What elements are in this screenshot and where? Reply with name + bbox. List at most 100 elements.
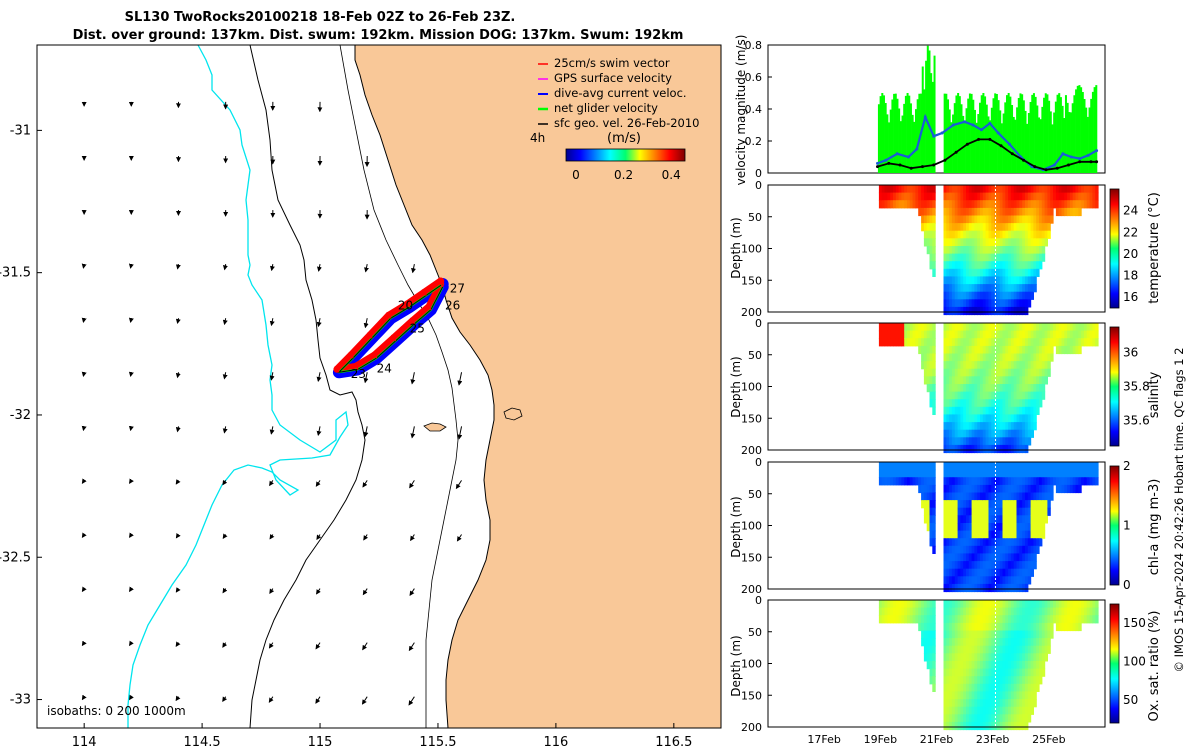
section-cell	[951, 261, 956, 270]
section-cell	[977, 661, 981, 670]
section-cell	[893, 338, 897, 347]
section-cell	[1016, 583, 1020, 593]
section-cell	[923, 207, 928, 217]
section-cell	[1075, 615, 1079, 624]
section-cell	[1050, 469, 1054, 478]
section-cell	[991, 429, 995, 438]
section-cell	[991, 391, 995, 400]
section-cell	[1078, 200, 1082, 209]
section-cell	[954, 238, 959, 247]
section-cell	[1069, 330, 1074, 339]
section-cell	[980, 683, 984, 692]
section-cell	[884, 192, 888, 201]
section-cell	[1019, 268, 1023, 277]
section-cell	[918, 192, 922, 201]
section-cell	[1005, 291, 1009, 300]
geo-velocity-arrow	[269, 480, 274, 487]
section-cell	[1016, 391, 1020, 400]
section-cell	[996, 253, 1001, 262]
section-cell	[1095, 615, 1099, 624]
section-cell	[977, 376, 981, 385]
section-cell	[1075, 477, 1079, 486]
section-cell	[1013, 523, 1018, 532]
section-cell	[1008, 568, 1012, 577]
section-cell	[996, 630, 1001, 639]
section-cell	[1010, 246, 1015, 255]
section-cell	[966, 630, 970, 639]
section-cell	[893, 615, 897, 624]
section-cell	[1081, 338, 1085, 347]
section-y-tick-label: 200	[741, 444, 762, 457]
section-cell	[1086, 462, 1091, 471]
section-cell	[932, 615, 936, 624]
section-cell	[951, 429, 956, 438]
section-cell	[926, 462, 931, 471]
section-cell	[1016, 246, 1020, 255]
section-cell	[926, 238, 931, 247]
section-cell	[923, 368, 928, 377]
section-cell	[1010, 583, 1015, 593]
section-cell	[1013, 661, 1018, 670]
section-cell	[996, 607, 1001, 616]
section-cell	[1022, 530, 1026, 539]
section-cell	[985, 238, 989, 247]
section-cell	[907, 615, 911, 624]
section-cell	[1047, 361, 1051, 370]
section-cell	[1075, 484, 1079, 494]
section-cell	[971, 246, 975, 255]
section-cell	[1044, 607, 1048, 616]
section-cell	[982, 399, 987, 408]
geo-velocity-arrow	[222, 372, 228, 380]
section-cell	[946, 238, 950, 247]
section-cell	[949, 391, 953, 400]
section-cell	[996, 683, 1001, 692]
section-cell	[991, 721, 995, 731]
section-cell	[1036, 653, 1040, 662]
section-cell	[943, 299, 947, 308]
section-cell	[1044, 484, 1048, 494]
section-cell	[1053, 607, 1057, 616]
section-cell	[946, 376, 950, 385]
section-cell	[1022, 291, 1026, 300]
section-cell	[946, 353, 950, 362]
section-cell	[1069, 477, 1074, 486]
section-cell	[996, 376, 1001, 385]
section-cell	[878, 600, 883, 609]
section-cell	[991, 714, 995, 723]
section-cell	[999, 714, 1004, 723]
section-colorbar-tick: 100	[1123, 655, 1146, 669]
section-cell	[901, 338, 905, 347]
section-cell	[946, 653, 950, 662]
section-cell	[999, 230, 1004, 239]
section-cell	[980, 238, 984, 247]
section-cell	[1016, 276, 1020, 285]
section-cell	[991, 545, 995, 554]
section-cell	[971, 384, 975, 393]
section-cell	[929, 361, 933, 370]
section-colorbar-tick: 22	[1123, 225, 1138, 239]
section-cell	[1008, 500, 1012, 509]
section-cell	[991, 600, 995, 609]
section-cell	[1005, 645, 1009, 654]
section-cell	[943, 200, 947, 209]
section-cell	[1005, 477, 1009, 486]
section-cell	[1027, 406, 1032, 415]
geo-velocity-arrow	[175, 587, 181, 593]
section-cell	[982, 338, 987, 347]
section-cell	[954, 406, 959, 415]
section-cell	[1072, 323, 1077, 332]
section-cell	[977, 200, 981, 209]
section-cell	[996, 368, 1001, 377]
section-cell	[1008, 238, 1012, 247]
geo-velocity-arrow	[316, 534, 322, 541]
section-cell	[960, 507, 964, 516]
section-cell	[954, 721, 959, 731]
section-cell	[966, 230, 970, 239]
section-cell	[1089, 338, 1093, 347]
section-cell	[923, 492, 928, 501]
section-cell	[960, 484, 964, 494]
section-cell	[921, 492, 925, 501]
section-cell	[1067, 607, 1071, 616]
section-cell	[1027, 276, 1032, 285]
section-cell	[1039, 223, 1043, 232]
